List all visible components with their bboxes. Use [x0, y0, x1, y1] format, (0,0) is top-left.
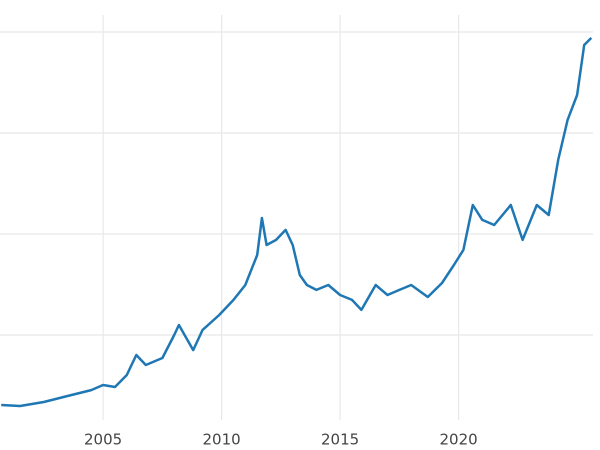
x-tick-label: 2005: [84, 431, 122, 449]
x-tick-label: 2015: [321, 431, 359, 449]
x-tick-label: 2010: [203, 431, 241, 449]
price-line: [1, 37, 593, 408]
x-tick-label: 2020: [440, 431, 478, 449]
